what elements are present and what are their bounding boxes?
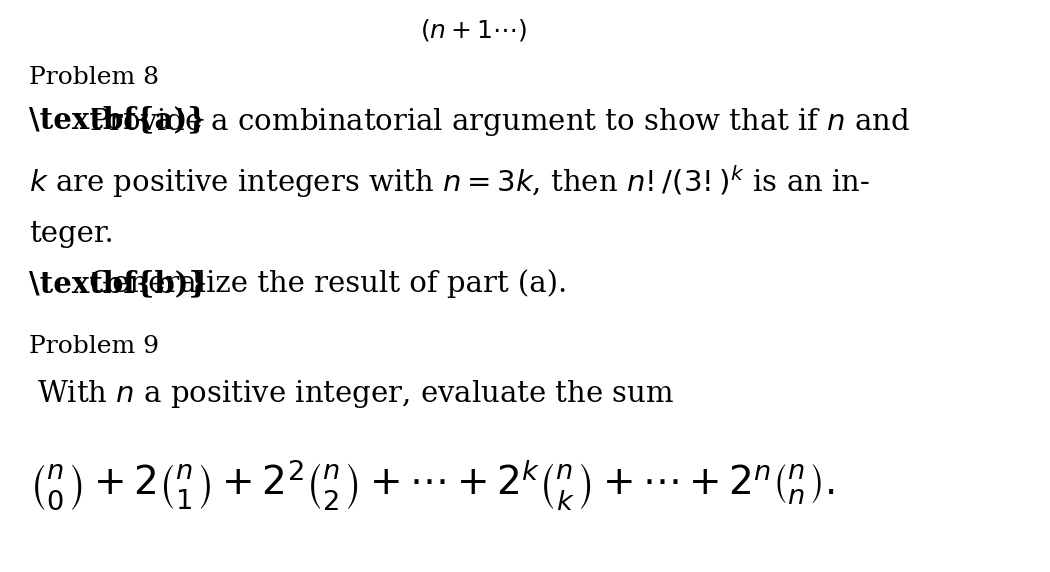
Text: Provide a combinatorial argument to show that if $n$ and: Provide a combinatorial argument to show… xyxy=(89,106,910,138)
Text: $(n+1\cdots)$: $(n+1\cdots)$ xyxy=(420,17,527,43)
Text: \textbf{b)}: \textbf{b)} xyxy=(29,269,208,298)
Text: Problem 8: Problem 8 xyxy=(29,66,160,89)
Text: \textbf{a)}: \textbf{a)} xyxy=(29,106,207,135)
Text: Generalize the result of part (a).: Generalize the result of part (a). xyxy=(89,269,567,297)
Text: Problem 9: Problem 9 xyxy=(29,335,160,358)
Text: $k$ are positive integers with $n = 3k$, then $n!/(3!)^k$ is an in-: $k$ are positive integers with $n = 3k$,… xyxy=(29,163,870,200)
Text: With $n$ a positive integer, evaluate the sum: With $n$ a positive integer, evaluate th… xyxy=(37,378,674,410)
Text: teger.: teger. xyxy=(29,220,114,248)
Text: $\binom{n}{0} + 2\binom{n}{1} + 2^2\binom{n}{2} + \cdots + 2^k\binom{n}{k} + \cd: $\binom{n}{0} + 2\binom{n}{1} + 2^2\bino… xyxy=(29,458,835,513)
